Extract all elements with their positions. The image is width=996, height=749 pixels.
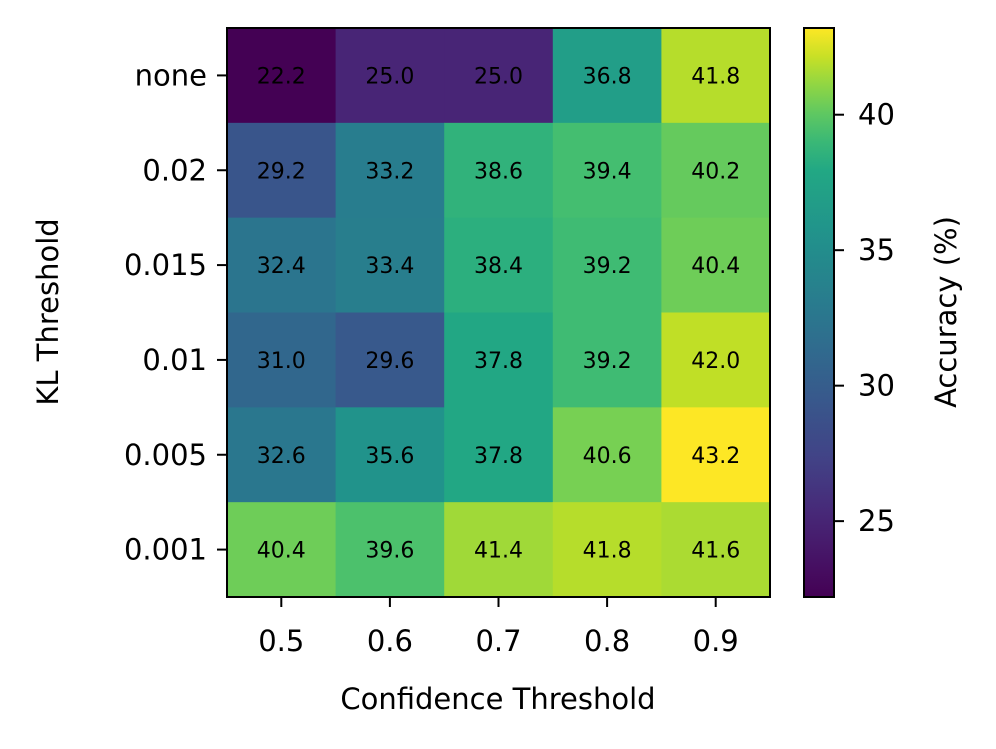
cell-value-label: 39.2 xyxy=(583,254,632,279)
colorbar-tick-label: 40 xyxy=(858,98,895,132)
y-tick-label: 0.001 xyxy=(124,533,207,567)
cell-value-label: 25.0 xyxy=(474,64,523,89)
colorbar-label: Accuracy (%) xyxy=(929,216,963,408)
heatmap-cell xyxy=(335,502,445,598)
cell-value-label: 29.2 xyxy=(257,159,306,184)
cell-value-label: 36.8 xyxy=(583,64,632,89)
cell-value-label: 32.4 xyxy=(257,254,306,279)
heatmap-cell-labels: 22.2 25.0 25.0 36.8 41.8 29.2 33.2 38.6 39.4 40.2… xyxy=(257,64,740,563)
heatmap-cell xyxy=(227,407,337,503)
heatmap-cell xyxy=(552,502,662,598)
y-tick-label: 0.015 xyxy=(124,248,207,282)
heatmap-cell xyxy=(444,407,554,503)
colorbar-tick-label: 25 xyxy=(858,504,895,538)
cell-value-label: 22.2 xyxy=(257,64,306,89)
heatmap-cell xyxy=(444,28,554,124)
cell-value-label: 41.8 xyxy=(691,64,740,89)
heatmap-cell xyxy=(661,407,771,503)
heatmap-cell xyxy=(661,502,771,598)
cell-value-label: 41.4 xyxy=(474,539,523,564)
y-tick-label: 0.01 xyxy=(142,343,207,377)
colorbar xyxy=(804,28,834,597)
cell-value-label: 43.2 xyxy=(691,444,740,469)
y-tick-label: none xyxy=(135,58,207,92)
colorbar-tick-label: 30 xyxy=(858,369,895,403)
cell-value-label: 32.6 xyxy=(257,444,306,469)
heatmap-cell xyxy=(661,312,771,408)
heatmap-cell xyxy=(661,28,771,124)
y-axis-ticks: none 0.02 0.015 0.01 0.005 0.001 xyxy=(124,58,227,567)
heatmap-cell xyxy=(335,312,445,408)
heatmap-cell xyxy=(335,407,445,503)
x-axis-label: Confidence Threshold xyxy=(340,682,655,716)
x-tick-label: 0.9 xyxy=(693,624,739,658)
cell-value-label: 37.8 xyxy=(474,349,523,374)
cell-value-label: 41.6 xyxy=(691,539,740,564)
cell-value-label: 29.6 xyxy=(365,349,414,374)
cell-value-label: 35.6 xyxy=(365,444,414,469)
heatmap-cell xyxy=(552,407,662,503)
cell-value-label: 40.4 xyxy=(257,539,306,564)
cell-value-label: 37.8 xyxy=(474,444,523,469)
colorbar-frame xyxy=(803,27,835,598)
heatmap-cell xyxy=(661,122,771,219)
cell-value-label: 33.4 xyxy=(365,254,414,279)
heatmap-cell xyxy=(552,217,662,314)
heatmap-cell xyxy=(552,312,662,408)
heatmap-cell xyxy=(227,28,337,124)
cell-value-label: 41.8 xyxy=(583,539,632,564)
y-axis-label: KL Threshold xyxy=(31,218,65,405)
cell-value-label: 40.4 xyxy=(691,254,740,279)
x-tick-label: 0.6 xyxy=(367,624,413,658)
cell-value-label: 40.2 xyxy=(691,159,740,184)
heatmap-cells xyxy=(227,28,771,598)
cell-value-label: 39.6 xyxy=(365,539,414,564)
x-axis-ticks: 0.5 0.6 0.7 0.8 0.9 xyxy=(258,597,739,658)
heatmap-cell xyxy=(335,217,445,314)
heatmap-cell xyxy=(444,122,554,219)
cell-value-label: 38.6 xyxy=(474,159,523,184)
heatmap-cell xyxy=(444,312,554,408)
colorbar-ticks: 25 30 35 40 xyxy=(834,98,895,538)
y-tick-label: 0.005 xyxy=(124,438,207,472)
heatmap-cell xyxy=(444,217,554,314)
colorbar-tick-label: 35 xyxy=(858,233,895,267)
cell-value-label: 31.0 xyxy=(257,349,306,374)
cell-value-label: 25.0 xyxy=(365,64,414,89)
heatmap-cell xyxy=(335,28,445,124)
cell-value-label: 42.0 xyxy=(691,349,740,374)
heatmap-cell xyxy=(552,122,662,219)
heatmap-cell xyxy=(552,28,662,124)
heatmap-cell xyxy=(335,122,445,219)
cell-value-label: 39.4 xyxy=(583,159,632,184)
cell-value-label: 33.2 xyxy=(365,159,414,184)
cell-value-label: 39.2 xyxy=(583,349,632,374)
cell-value-label: 40.6 xyxy=(583,444,632,469)
heatmap-cell xyxy=(661,217,771,314)
y-tick-label: 0.02 xyxy=(142,153,207,187)
heatmap-cell xyxy=(227,502,337,598)
x-tick-label: 0.5 xyxy=(258,624,304,658)
x-tick-label: 0.8 xyxy=(584,624,630,658)
cell-value-label: 38.4 xyxy=(474,254,523,279)
heatmap-cell xyxy=(227,312,337,408)
heatmap-cell xyxy=(444,502,554,598)
heatmap-cell xyxy=(227,217,337,314)
x-tick-label: 0.7 xyxy=(475,624,521,658)
heatmap-cell xyxy=(227,122,337,219)
